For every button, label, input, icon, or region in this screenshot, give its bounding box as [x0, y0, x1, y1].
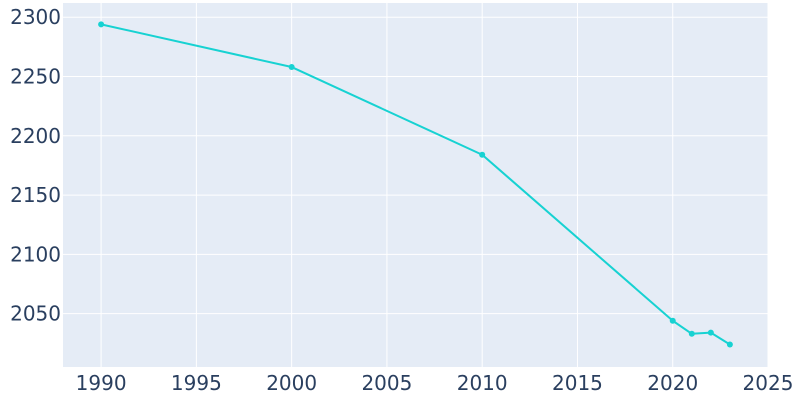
y-tick-label: 2050 — [10, 302, 61, 326]
x-tick-label: 2000 — [266, 371, 317, 395]
x-tick-label: 2025 — [743, 371, 794, 395]
x-tick-label: 2020 — [647, 371, 698, 395]
x-axis-tick-labels: 1990 1995 2000 2005 2010 2015 2020 2025 — [76, 371, 794, 395]
x-tick-label: 1995 — [171, 371, 222, 395]
x-tick-label: 2015 — [552, 371, 603, 395]
data-point — [479, 151, 486, 158]
data-point — [726, 341, 733, 348]
plot-area — [63, 3, 768, 367]
data-point — [688, 330, 695, 337]
y-tick-label: 2300 — [10, 5, 61, 29]
y-tick-label: 2250 — [10, 65, 61, 89]
y-axis-tick-labels: 2050 2100 2150 2200 2250 2300 — [10, 5, 61, 325]
data-point — [669, 317, 676, 324]
y-tick-label: 2200 — [10, 124, 61, 148]
data-point — [707, 329, 714, 336]
series-layer — [98, 21, 733, 348]
grid-lines — [63, 3, 769, 367]
data-point — [98, 21, 105, 28]
x-tick-label: 2005 — [361, 371, 412, 395]
x-tick-label: 1990 — [76, 371, 127, 395]
y-tick-label: 2150 — [10, 183, 61, 207]
x-tick-label: 2010 — [457, 371, 508, 395]
data-point — [288, 64, 295, 71]
y-tick-label: 2100 — [10, 242, 61, 266]
